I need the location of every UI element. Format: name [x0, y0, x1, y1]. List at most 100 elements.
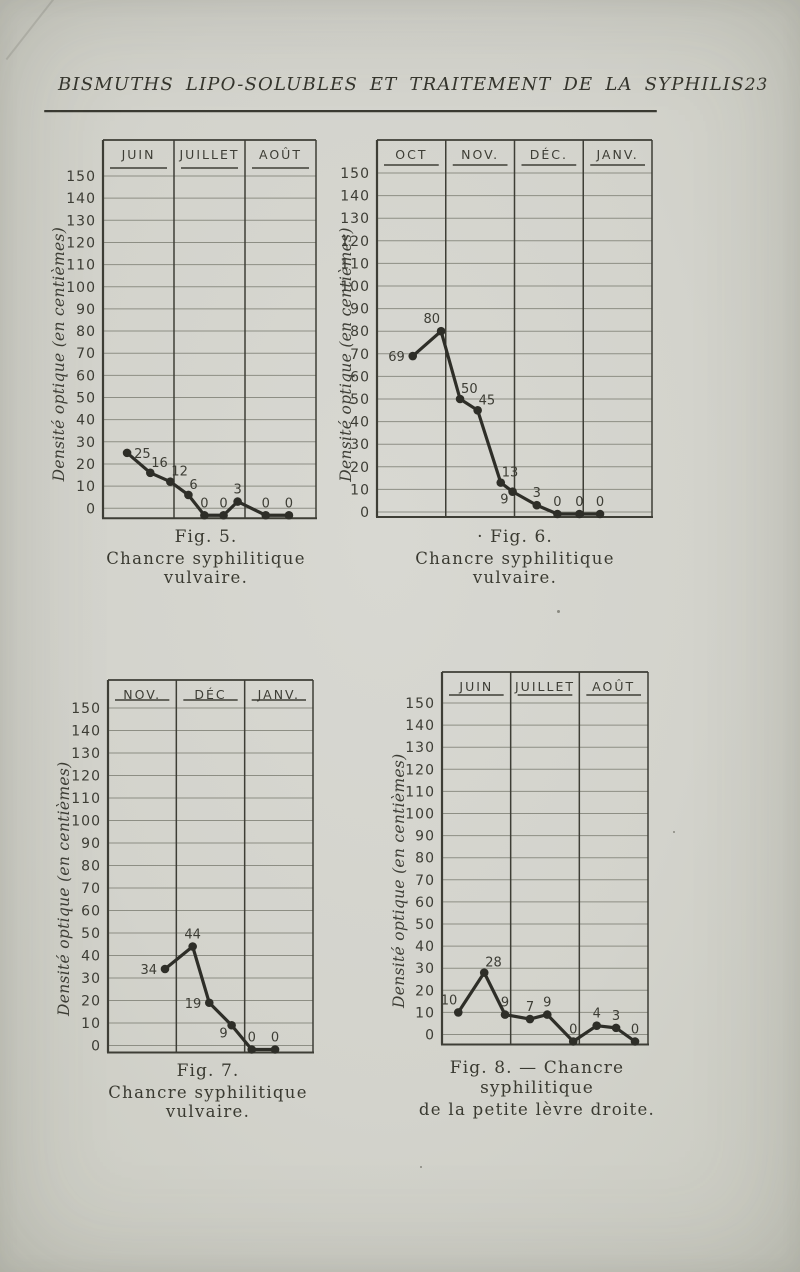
- series-line: [411, 329, 602, 516]
- page-number: 23: [744, 75, 769, 95]
- y-tick-label: 40: [350, 415, 370, 431]
- data-point-label: 0: [596, 495, 604, 510]
- data-point: [542, 1010, 552, 1019]
- y-tick-label: 130: [66, 213, 96, 229]
- y-tick-label: 120: [71, 769, 101, 785]
- y-tick-label: 150: [71, 701, 101, 717]
- y-tick-label: 0: [360, 505, 370, 521]
- y-tick-label: 70: [76, 346, 96, 362]
- y-tick-label: 20: [76, 457, 96, 473]
- y-tick-label: 100: [405, 807, 435, 823]
- figure-label: Fig. 5.: [174, 527, 238, 547]
- data-point-label: 3: [233, 483, 241, 498]
- data-point-label: 9: [219, 1026, 227, 1041]
- y-tick-label: 30: [81, 971, 101, 987]
- y-tick-label: 50: [76, 391, 96, 407]
- data-point-label: 6: [189, 478, 197, 493]
- y-tick-label: 140: [71, 724, 101, 740]
- month-label: DÉC.: [530, 147, 568, 162]
- y-tick-label: 80: [415, 851, 435, 867]
- y-tick-label: 60: [76, 368, 96, 384]
- data-point: [595, 509, 605, 519]
- y-tick-label: 150: [405, 696, 435, 712]
- month-label: JUIN: [458, 679, 493, 694]
- data-point: [233, 497, 242, 506]
- data-point-label: 28: [485, 956, 502, 971]
- data-point-label: 50: [461, 382, 478, 397]
- figure-fig-8: 1501401301201101009080706050403020100JUI…: [390, 671, 649, 1046]
- data-point: [219, 510, 228, 520]
- y-tick-label: 60: [415, 895, 435, 911]
- data-point: [247, 1045, 257, 1054]
- data-point: [630, 1037, 640, 1046]
- y-tick-label: 30: [76, 435, 96, 451]
- data-point: [500, 1010, 510, 1019]
- header-rule: [44, 110, 657, 112]
- y-tick-label: 110: [66, 258, 96, 274]
- data-point-label: 45: [479, 393, 496, 408]
- data-point-label: 0: [631, 1023, 639, 1038]
- page-header: BISMUTHS LIPO-SOLUBLES ET TRAITEMENT DE …: [58, 74, 767, 95]
- figure-caption-text: Chancre syphilitique vulvaire.: [106, 549, 306, 587]
- y-tick-label: 90: [415, 829, 435, 845]
- data-point-label: 25: [134, 447, 151, 462]
- y-tick-label: 150: [340, 166, 370, 182]
- y-tick-label: 140: [340, 189, 370, 205]
- y-tick-label: 20: [81, 994, 101, 1010]
- month-label: NOV.: [461, 147, 499, 162]
- data-point: [473, 406, 482, 415]
- y-tick-label: 30: [350, 437, 370, 453]
- y-tick-label: 50: [350, 392, 370, 408]
- y-tick-label: 40: [81, 949, 101, 965]
- month-label: JUILLET: [514, 679, 575, 694]
- figure-caption-text: Chancre syphilitique vulvaire.: [108, 1083, 308, 1121]
- y-tick-label: 120: [66, 235, 96, 251]
- data-point-label: 0: [200, 496, 208, 511]
- data-point: [611, 1023, 621, 1033]
- y-tick-label: 10: [415, 1005, 435, 1021]
- y-tick-label: 80: [350, 324, 370, 340]
- data-point-label: 0: [575, 495, 583, 510]
- y-tick-label: 100: [66, 280, 96, 296]
- data-point: [184, 490, 193, 500]
- data-point-label: 3: [533, 486, 541, 501]
- data-point: [204, 998, 214, 1008]
- y-tick-label: 30: [415, 961, 435, 977]
- y-tick-label: 60: [350, 369, 370, 385]
- y-tick-label: 120: [405, 762, 435, 778]
- figure-5-caption: Fig. 5. Chancre syphilitique vulvaire.: [80, 527, 332, 587]
- y-tick-label: 0: [91, 1039, 101, 1055]
- data-point: [166, 477, 175, 486]
- data-point: [453, 1008, 463, 1017]
- data-point: [525, 1014, 535, 1024]
- y-tick-label: 150: [66, 169, 96, 185]
- y-tick-label: 110: [71, 791, 101, 807]
- figure-caption-text: Chancre syphilitique vulvaire.: [415, 549, 615, 587]
- data-point-label: 0: [285, 496, 293, 511]
- data-point-label: 0: [262, 496, 270, 511]
- y-tick-label: 100: [340, 279, 370, 295]
- figure-label: Fig. 7.: [176, 1061, 240, 1081]
- month-label: AOÛT: [259, 147, 302, 162]
- data-point: [270, 1045, 280, 1054]
- figure-7-caption: Fig. 7. Chancre syphilitique vulvaire.: [82, 1061, 334, 1121]
- y-tick-label: 90: [350, 302, 370, 318]
- y-tick-label: 110: [405, 784, 435, 800]
- y-axis-title: Densité optique (en centièmes): [55, 762, 73, 1017]
- y-tick-label: 140: [66, 191, 96, 207]
- data-point: [408, 351, 418, 361]
- data-point-label: 0: [553, 495, 561, 510]
- data-point-label: 7: [526, 1000, 534, 1015]
- figure-8-caption: Fig. 8. — Chancre syphilitique de la pet…: [404, 1058, 670, 1119]
- y-tick-label: 80: [81, 859, 101, 875]
- running-title: BISMUTHS LIPO-SOLUBLES ET TRAITEMENT DE …: [58, 74, 745, 95]
- data-point-label: 69: [388, 350, 405, 365]
- data-point-label: 19: [185, 997, 202, 1012]
- y-axis-title: Densité optique (en centièmes): [390, 754, 408, 1009]
- y-tick-label: 90: [76, 302, 96, 318]
- y-tick-label: 20: [415, 983, 435, 999]
- data-point: [508, 487, 517, 496]
- y-tick-label: 120: [340, 234, 370, 250]
- y-tick-label: 0: [86, 501, 96, 517]
- data-point-label: 0: [569, 1023, 577, 1038]
